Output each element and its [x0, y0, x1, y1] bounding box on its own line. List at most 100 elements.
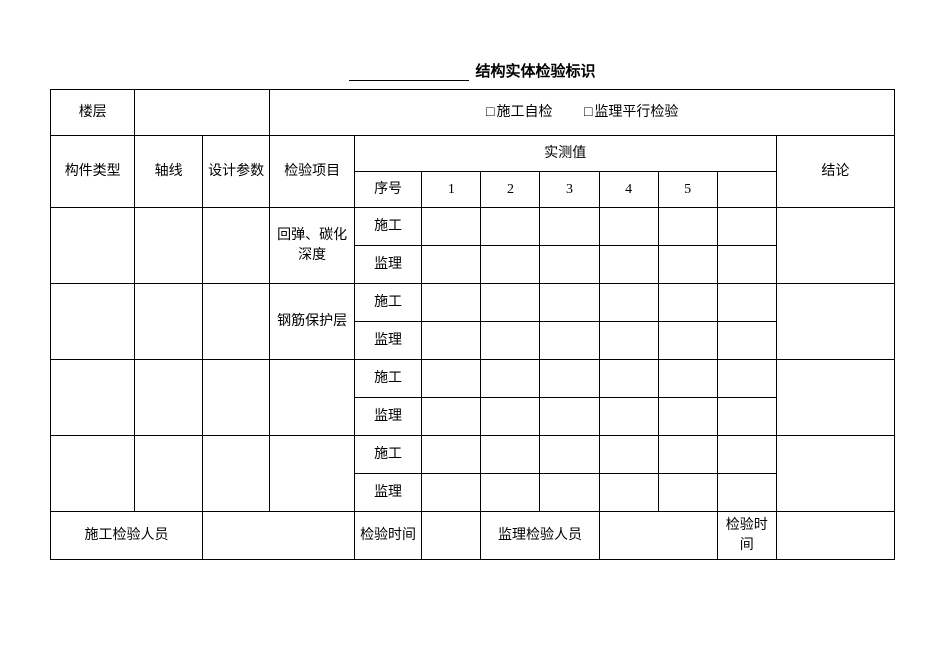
- data-cell[interactable]: [658, 398, 717, 436]
- title-text: 结构实体检验标识: [475, 64, 595, 80]
- footer-inspect-time-label-1: 检验时间: [354, 512, 422, 560]
- footer-super-inspector-value[interactable]: [599, 512, 717, 560]
- footer-inspect-time-value-2[interactable]: [776, 512, 894, 560]
- data-cell[interactable]: [540, 284, 599, 322]
- data-cell[interactable]: [658, 360, 717, 398]
- footer-super-inspector-label: 监理检验人员: [481, 512, 599, 560]
- cell-component-type-1[interactable]: [51, 208, 135, 284]
- col-header-seqno: 序号: [354, 172, 422, 208]
- data-cell[interactable]: [481, 436, 540, 474]
- data-cell[interactable]: [658, 246, 717, 284]
- checkbox-2-label: 监理平行检验: [594, 105, 678, 120]
- data-cell[interactable]: [599, 436, 658, 474]
- cell-component-type-4[interactable]: [51, 436, 135, 512]
- cell-design-param-3[interactable]: [202, 360, 270, 436]
- form-title: 结构实体检验标识: [50, 60, 895, 81]
- data-cell[interactable]: [599, 208, 658, 246]
- col-header-inspect-item: 检验项目: [270, 136, 354, 208]
- data-cell[interactable]: [717, 398, 776, 436]
- cell-design-param-1[interactable]: [202, 208, 270, 284]
- data-cell[interactable]: [658, 322, 717, 360]
- data-cell[interactable]: [422, 322, 481, 360]
- data-cell[interactable]: [540, 322, 599, 360]
- data-cell[interactable]: [540, 474, 599, 512]
- table-row: 钢筋保护层 施工: [51, 284, 895, 322]
- floor-label-cell: 楼层: [51, 90, 135, 136]
- cell-inspect-item-4[interactable]: [270, 436, 354, 512]
- cell-axis-3[interactable]: [135, 360, 203, 436]
- col-header-empty: [717, 172, 776, 208]
- data-cell[interactable]: [481, 360, 540, 398]
- col-header-1: 1: [422, 172, 481, 208]
- data-cell[interactable]: [540, 360, 599, 398]
- cell-conclusion-4[interactable]: [776, 436, 894, 512]
- inspection-table: 楼层 □施工自检 □监理平行检验 构件类型 轴线 设计参数 检验项目 实测值 结…: [50, 89, 895, 560]
- col-header-2: 2: [481, 172, 540, 208]
- data-cell[interactable]: [540, 436, 599, 474]
- data-cell[interactable]: [658, 284, 717, 322]
- data-cell[interactable]: [658, 474, 717, 512]
- data-cell[interactable]: [658, 208, 717, 246]
- data-cell[interactable]: [599, 246, 658, 284]
- data-cell[interactable]: [540, 246, 599, 284]
- cell-component-type-3[interactable]: [51, 360, 135, 436]
- data-cell[interactable]: [717, 436, 776, 474]
- data-cell[interactable]: [717, 246, 776, 284]
- data-cell[interactable]: [599, 360, 658, 398]
- check-type-cell[interactable]: □施工自检 □监理平行检验: [270, 90, 895, 136]
- cell-axis-1[interactable]: [135, 208, 203, 284]
- table-row: 回弹、碳化深度 施工: [51, 208, 895, 246]
- data-cell[interactable]: [540, 398, 599, 436]
- col-header-design-param: 设计参数: [202, 136, 270, 208]
- cell-axis-4[interactable]: [135, 436, 203, 512]
- col-header-axis: 轴线: [135, 136, 203, 208]
- data-cell[interactable]: [481, 398, 540, 436]
- cell-inspect-item-1: 回弹、碳化深度: [270, 208, 354, 284]
- data-cell[interactable]: [481, 208, 540, 246]
- floor-value-cell[interactable]: [135, 90, 270, 136]
- checkbox-1-icon: □: [486, 102, 494, 122]
- data-cell[interactable]: [422, 360, 481, 398]
- data-cell[interactable]: [481, 322, 540, 360]
- footer-inspect-time-value-1[interactable]: [422, 512, 481, 560]
- checkbox-2-icon: □: [584, 102, 592, 122]
- data-cell[interactable]: [422, 284, 481, 322]
- data-cell[interactable]: [422, 436, 481, 474]
- cell-role-2a: 施工: [354, 284, 422, 322]
- data-cell[interactable]: [599, 398, 658, 436]
- title-underline-blank: [349, 66, 469, 81]
- data-cell[interactable]: [717, 284, 776, 322]
- data-cell[interactable]: [717, 322, 776, 360]
- data-cell[interactable]: [422, 474, 481, 512]
- data-cell[interactable]: [481, 284, 540, 322]
- data-cell[interactable]: [540, 208, 599, 246]
- cell-axis-2[interactable]: [135, 284, 203, 360]
- footer-constr-inspector-label: 施工检验人员: [51, 512, 203, 560]
- cell-conclusion-3[interactable]: [776, 360, 894, 436]
- cell-role-1a: 施工: [354, 208, 422, 246]
- data-cell[interactable]: [422, 208, 481, 246]
- cell-conclusion-2[interactable]: [776, 284, 894, 360]
- cell-role-2b: 监理: [354, 322, 422, 360]
- col-header-component-type: 构件类型: [51, 136, 135, 208]
- cell-component-type-2[interactable]: [51, 284, 135, 360]
- data-cell[interactable]: [717, 208, 776, 246]
- data-cell[interactable]: [481, 246, 540, 284]
- cell-role-3b: 监理: [354, 398, 422, 436]
- data-cell[interactable]: [599, 284, 658, 322]
- data-cell[interactable]: [422, 246, 481, 284]
- cell-design-param-2[interactable]: [202, 284, 270, 360]
- data-cell[interactable]: [481, 474, 540, 512]
- data-cell[interactable]: [717, 360, 776, 398]
- data-cell[interactable]: [717, 474, 776, 512]
- cell-conclusion-1[interactable]: [776, 208, 894, 284]
- data-cell[interactable]: [599, 474, 658, 512]
- footer-constr-inspector-value[interactable]: [202, 512, 354, 560]
- cell-role-4b: 监理: [354, 474, 422, 512]
- data-cell[interactable]: [422, 398, 481, 436]
- cell-inspect-item-3[interactable]: [270, 360, 354, 436]
- data-cell[interactable]: [658, 436, 717, 474]
- data-cell[interactable]: [599, 322, 658, 360]
- cell-design-param-4[interactable]: [202, 436, 270, 512]
- col-header-3: 3: [540, 172, 599, 208]
